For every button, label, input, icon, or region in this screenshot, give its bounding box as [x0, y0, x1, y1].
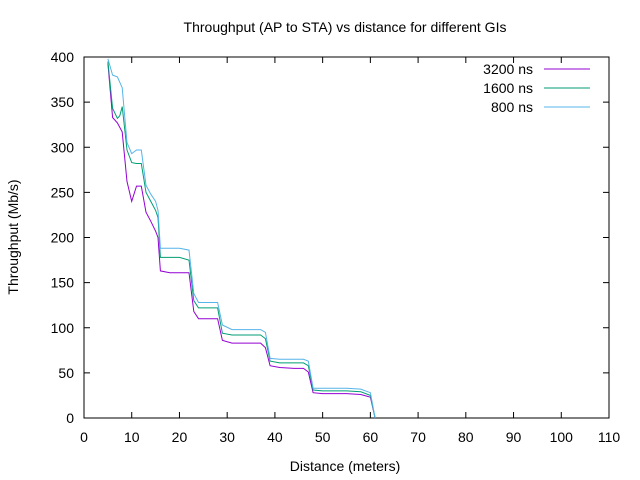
axis-ticks: 0 10 20 30 40 50 60 70 80 90 100 110 0 50 100 150 200 250…	[51, 49, 621, 445]
y-tick-label: 400	[51, 49, 75, 65]
legend-label: 800 ns	[491, 99, 533, 115]
x-tick-label: 10	[124, 429, 140, 445]
y-tick-label: 100	[51, 320, 75, 336]
x-tick-label: 0	[80, 429, 88, 445]
x-tick-label: 30	[219, 429, 235, 445]
x-axis-label: Distance (meters)	[290, 458, 400, 474]
x-tick-label: 60	[363, 429, 379, 445]
y-tick-label: 50	[58, 365, 74, 381]
y-tick-label: 150	[51, 275, 75, 291]
y-axis-label: Throughput (Mb/s)	[5, 179, 21, 294]
legend: 3200 ns 1600 ns 800 ns	[483, 61, 590, 115]
series-layer	[107, 58, 376, 419]
x-tick-label: 70	[410, 429, 426, 445]
x-tick-label: 110	[598, 429, 621, 445]
x-tick-label: 40	[267, 429, 283, 445]
series-line-800-ns	[107, 58, 376, 419]
y-tick-label: 200	[51, 230, 75, 246]
series-line-3200-ns	[107, 63, 376, 419]
x-tick-label: 100	[550, 429, 574, 445]
series-line-1600-ns	[107, 61, 376, 419]
chart-title: Throughput (AP to STA) vs distance for d…	[184, 19, 507, 35]
y-tick-label: 250	[51, 184, 75, 200]
y-tick-label: 0	[66, 410, 74, 426]
x-tick-label: 90	[506, 429, 522, 445]
legend-label: 1600 ns	[483, 80, 533, 96]
x-tick-label: 50	[315, 429, 331, 445]
y-tick-label: 300	[51, 139, 75, 155]
y-tick-label: 350	[51, 94, 75, 110]
x-tick-label: 20	[172, 429, 188, 445]
x-tick-label: 80	[458, 429, 474, 445]
legend-label: 3200 ns	[483, 61, 533, 77]
